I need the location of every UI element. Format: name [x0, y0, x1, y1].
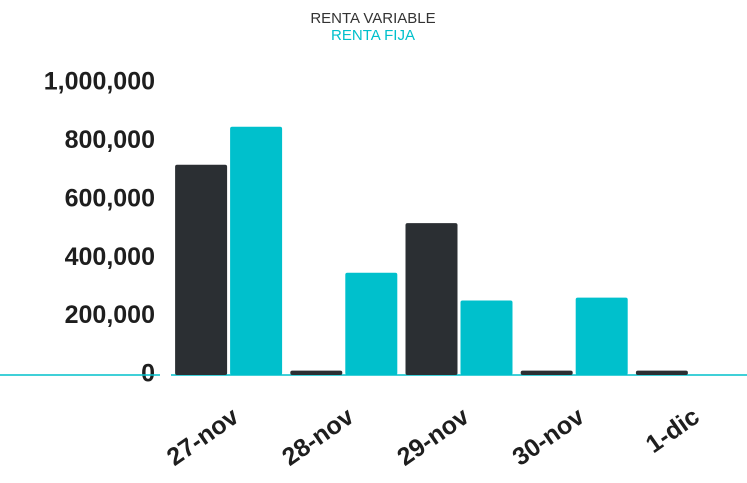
bar [405, 223, 458, 375]
bar [290, 370, 343, 375]
legend-entry: RENTA VARIABLE [310, 10, 435, 27]
y-tick-label: 600,000 [65, 184, 155, 212]
bar [520, 370, 573, 375]
y-tick-label: 800,000 [65, 126, 155, 154]
x-tick-label: 30-nov [507, 402, 589, 471]
x-tick-label: 29-nov [392, 402, 474, 471]
bar [175, 164, 228, 375]
bar [230, 126, 283, 375]
bar [635, 370, 688, 375]
y-tick-label: 400,000 [65, 243, 155, 271]
bar [575, 297, 628, 375]
x-tick-label: 27-nov [162, 402, 244, 471]
y-tick-label: 0 [141, 360, 155, 388]
bar [460, 300, 513, 375]
y-tick-label: 200,000 [65, 301, 155, 329]
legend-entry: RENTA FIJA [331, 27, 415, 44]
bar [345, 272, 398, 375]
x-tick-label: 1-dic [641, 402, 705, 458]
y-tick-label: 1,000,000 [44, 68, 155, 96]
x-tick-label: 28-nov [277, 402, 359, 471]
